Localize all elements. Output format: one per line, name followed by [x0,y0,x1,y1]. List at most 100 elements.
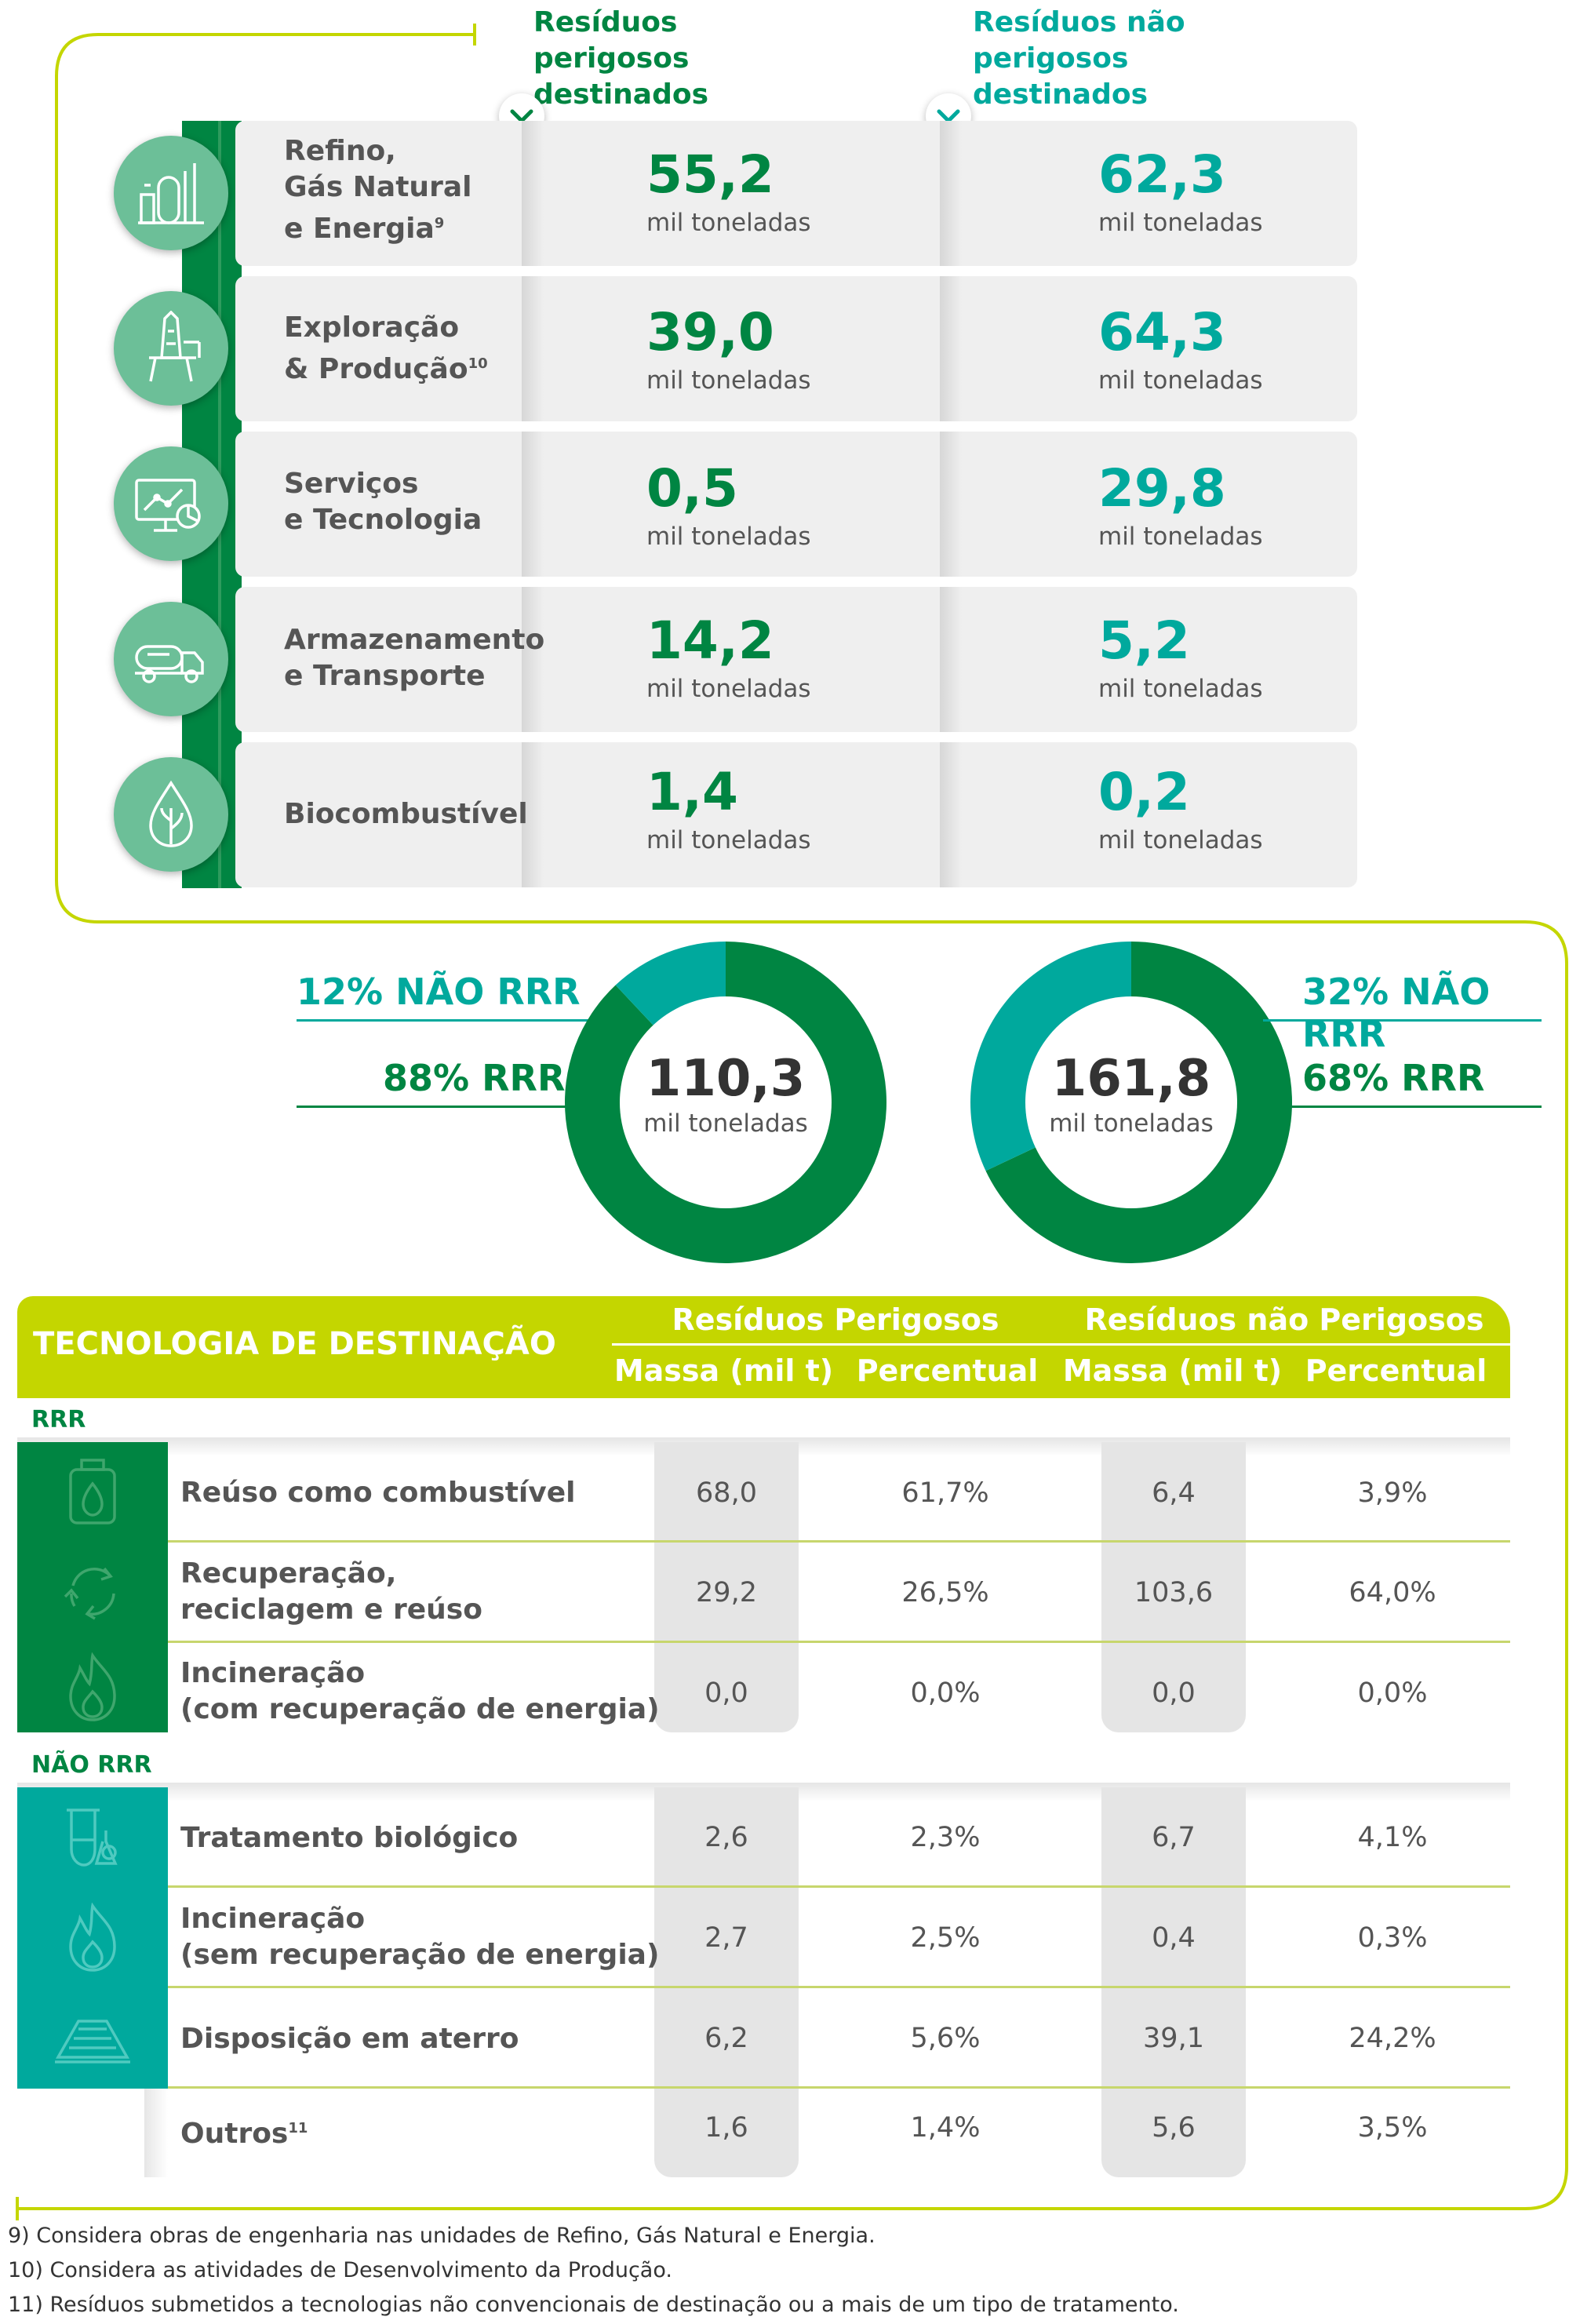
col-mass-hazardous: Massa (mil t) [613,1353,834,1388]
segment-label: Refino, Gás Natural e Energia9 [284,135,472,245]
non-hazardous-value: 29,8 [1098,458,1226,519]
cell-h-pct: 2,5% [910,1922,981,1954]
cell-n-pct: 4,1% [1357,1822,1428,1853]
cell-n-pct: 0,0% [1357,1677,1428,1709]
label-underline [1263,1019,1542,1022]
cell-h-mass: 68,0 [696,1477,757,1509]
cell-n-pct: 24,2% [1349,2023,1436,2054]
unit-label: mil toneladas [1098,523,1263,551]
gray-column [654,1787,799,2177]
unit-label: mil toneladas [1098,209,1263,237]
cell-h-pct: 1,4% [910,2112,981,2144]
segment-label: Biocombustível [284,798,528,830]
footnotes: 9) Considera obras de engenharia nas uni… [8,2219,1561,2322]
segment-row [235,742,1357,887]
outros-side-strip [144,2089,168,2177]
tanker-truck-icon [114,602,228,716]
segment-row [235,432,1357,577]
unit-label: mil toneladas [646,209,811,237]
cell-n-pct: 3,9% [1357,1477,1428,1509]
label-underline [1263,1106,1542,1108]
cell-h-pct: 26,5% [901,1577,989,1608]
cell-h-pct: 0,0% [910,1677,981,1709]
footnote-10: 10) Considera as atividades de Desenvolv… [8,2258,672,2282]
cell-h-mass: 2,6 [704,1822,748,1853]
unit-label: mil toneladas [1098,366,1263,395]
table-row-label: Recuperação, reciclagem e reúso [180,1557,482,1626]
donut-chart-hazardous [565,942,886,1263]
segment-row [235,276,1357,421]
cell-h-mass: 2,7 [704,1922,748,1954]
fuel-can-icon [17,1442,168,1543]
donut-hole [620,996,832,1208]
row-divider [168,1885,1510,1888]
donut-left-rrr-label: 88% RRR [383,1057,566,1099]
gray-column [1101,1442,1246,1732]
table-title: TECNOLOGIA DE DESTINAÇÃO [33,1326,556,1362]
table-row-label: Incineração (sem recuperação de energia) [180,1903,660,1971]
table-row-label: Tratamento biológico [180,1822,519,1854]
cell-n-mass: 103,6 [1134,1577,1214,1608]
row-divider [168,2086,1510,2089]
cell-h-pct: 5,6% [910,2023,981,2054]
non-hazardous-value: 5,2 [1098,610,1190,671]
gray-column [1101,1787,1246,2177]
hazardous-value: 0,5 [646,458,738,519]
gray-column [654,1442,799,1732]
monitor-chart-icon [114,446,228,561]
cell-h-mass: 1,6 [704,2112,748,2144]
header-divider [612,1343,1510,1346]
group-hazardous-header: Resíduos Perigosos [672,1302,999,1337]
hazardous-value: 55,2 [646,144,774,205]
donut-right-nao-rrr-label: 32% NÃO RRR [1302,971,1491,1055]
donut-right-rrr-label: 68% RRR [1302,1057,1485,1099]
recycle-icon [17,1543,168,1643]
segment-label: Serviços e Tecnologia [284,468,482,536]
flame-icon [17,1888,168,1988]
cell-n-pct: 64,0% [1349,1577,1436,1608]
table-header [17,1296,1510,1398]
donut-left-nao-rrr-label: 12% NÃO RRR [297,971,581,1013]
cell-h-mass: 6,2 [704,2023,748,2054]
row-divider [168,1540,1510,1543]
cell-h-pct: 2,3% [910,1822,981,1853]
unit-label: mil toneladas [1098,826,1263,854]
hazardous-value: 14,2 [646,610,774,671]
row-divider [168,1641,1510,1643]
unit-label: mil toneladas [646,826,811,854]
donut-hole [1025,996,1237,1208]
unit-label: mil toneladas [646,675,811,703]
label-underline [297,1106,595,1108]
section-rrr-label: RRR [31,1406,86,1433]
cell-h-pct: 61,7% [901,1477,989,1509]
donut-left-total: 110,3 [646,1050,806,1108]
table-row-label: Reúso como combustível [180,1477,576,1509]
non-hazardous-value: 62,3 [1098,144,1226,205]
row-divider [168,1986,1510,1988]
donut-chart-non-hazardous [970,942,1292,1263]
flame-icon [17,1643,168,1732]
segment-label: Armazenamento e Transporte [284,624,545,692]
segment-label: Exploração & Produção10 [284,311,488,385]
table-row-label: Disposição em aterro [180,2023,519,2055]
leaf-drop-icon [114,757,228,872]
cell-n-mass: 6,4 [1152,1477,1196,1509]
label-underline [297,1019,595,1022]
oil-platform-icon [114,291,228,406]
cell-n-mass: 5,6 [1152,2112,1196,2144]
segment-row [235,121,1357,266]
table-row-label: Outros11 [180,2118,308,2150]
hazardous-value: 1,4 [646,762,738,822]
footnote-11: 11) Resíduos submetidos a tecnologias nã… [8,2293,1179,2317]
refinery-icon [114,136,228,250]
donut-left-unit: mil toneladas [643,1109,808,1138]
unit-label: mil toneladas [1098,675,1263,703]
group-non-hazardous-header: Resíduos não Perigosos [1084,1302,1484,1337]
col-mass-non-hazardous: Massa (mil t) [1062,1353,1283,1388]
cell-n-mass: 0,4 [1152,1922,1196,1954]
lab-flask-icon [17,1787,168,1888]
unit-label: mil toneladas [646,366,811,395]
non-hazardous-value: 0,2 [1098,762,1190,822]
cell-n-mass: 0,0 [1152,1677,1196,1709]
